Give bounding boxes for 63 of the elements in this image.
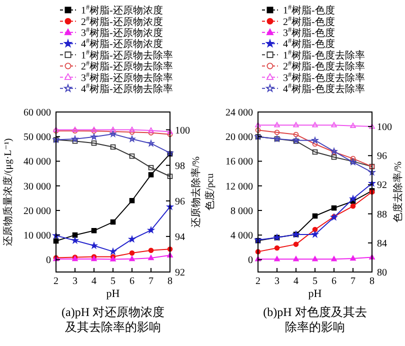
y-tick-label: 10 000 [24, 230, 51, 242]
y-tick-label: 16 000 [226, 156, 253, 168]
y-tick-label: 24 000 [226, 108, 253, 118]
y-tick-label: 60 000 [24, 108, 51, 118]
legend-label: 4$^{#}$树脂-色度去除率 [283, 82, 365, 95]
y2-axis-title: 还原物去除率/% [190, 156, 202, 228]
y-axis-title: 色度/pcu [204, 173, 216, 211]
x-tick-label: 3 [274, 276, 280, 287]
y-tick-label: 0 [46, 255, 51, 266]
x-tick-label: 3 [72, 276, 78, 287]
x-tick-label: 5 [312, 276, 318, 287]
legend-label: 1$^{#}$树脂-还原物浓度 [81, 4, 163, 17]
legend-label: 2$^{#}$树脂-还原物去除率 [81, 60, 173, 73]
x-axis-title: pH [308, 288, 322, 300]
y2-tick-label: 100 [175, 125, 190, 136]
x-tick-label: 8 [370, 276, 374, 287]
y2-tick-label: 96 [175, 196, 185, 208]
x-tick-label: 7 [350, 276, 356, 287]
x-axis-title: pH [106, 288, 120, 300]
x-tick-label: 7 [148, 276, 154, 287]
y-tick-label: 4 000 [230, 230, 253, 242]
text: (b)pH 对色度及其去除率的影响 [263, 305, 367, 334]
legend-label: 2$^{#}$树脂-色度 [283, 14, 335, 28]
legend-label: 2$^{#}$树脂-色度去除率 [283, 60, 365, 73]
y-tick-label: 50 000 [24, 132, 51, 144]
legend-label: 2$^{#}$树脂-还原物浓度 [81, 14, 163, 28]
y-tick-label: 20 000 [24, 206, 51, 217]
y2-tick-label: 96 [377, 151, 387, 162]
x-tick-label: 2 [54, 276, 58, 287]
y2-axis-title: 色度去除率/% [392, 161, 404, 223]
x-tick-label: 6 [332, 276, 336, 287]
y-tick-label: 40 000 [24, 156, 51, 168]
legend-label: 4$^{#}$树脂-还原物去除率 [81, 82, 173, 95]
legend-label: 3$^{#}$树脂-还原物去除率 [81, 70, 173, 84]
y-tick-label: 0 [248, 255, 253, 266]
x-tick-label: 4 [294, 276, 298, 287]
y-tick-label: 20 000 [226, 132, 253, 144]
y2-tick-label: 98 [175, 160, 185, 172]
y-tick-label: 8 000 [230, 206, 253, 217]
y-tick-label: 12 000 [226, 181, 253, 192]
y-axis-title: 还原物质量浓度/(μg·L⁻¹) [2, 138, 14, 246]
legend-label: 1$^{#}$树脂-还原物去除率 [81, 48, 173, 62]
y2-tick-label: 94 [175, 232, 185, 243]
y2-tick-label: 100 [377, 122, 392, 134]
legend-label: 4$^{#}$树脂-色度 [283, 37, 335, 50]
x-tick-label: 8 [168, 276, 172, 287]
x-tick-label: 5 [110, 276, 116, 287]
legend-label: 1$^{#}$树脂-色度去除率 [283, 48, 365, 62]
y2-tick-label: 80 [377, 268, 387, 278]
y2-tick-label: 92 [175, 268, 185, 278]
legend-label: 1$^{#}$树脂-色度 [283, 4, 335, 17]
legend-label: 3$^{#}$树脂-色度 [283, 26, 335, 39]
y-tick-label: 30 000 [24, 181, 51, 192]
legend-label: 4$^{#}$树脂-还原物浓度 [81, 37, 163, 50]
y2-tick-label: 88 [377, 209, 387, 220]
x-tick-label: 2 [256, 276, 260, 287]
legend-label: 3$^{#}$树脂-还原物浓度 [81, 26, 163, 39]
y2-tick-label: 92 [377, 180, 387, 192]
text: (a)pH 对还原物浓度及其去除率的影响 [62, 305, 164, 334]
x-tick-label: 4 [92, 276, 96, 287]
y2-tick-label: 84 [377, 238, 387, 250]
x-tick-label: 6 [130, 276, 134, 287]
legend-label: 3$^{#}$树脂-色度去除率 [283, 70, 365, 84]
